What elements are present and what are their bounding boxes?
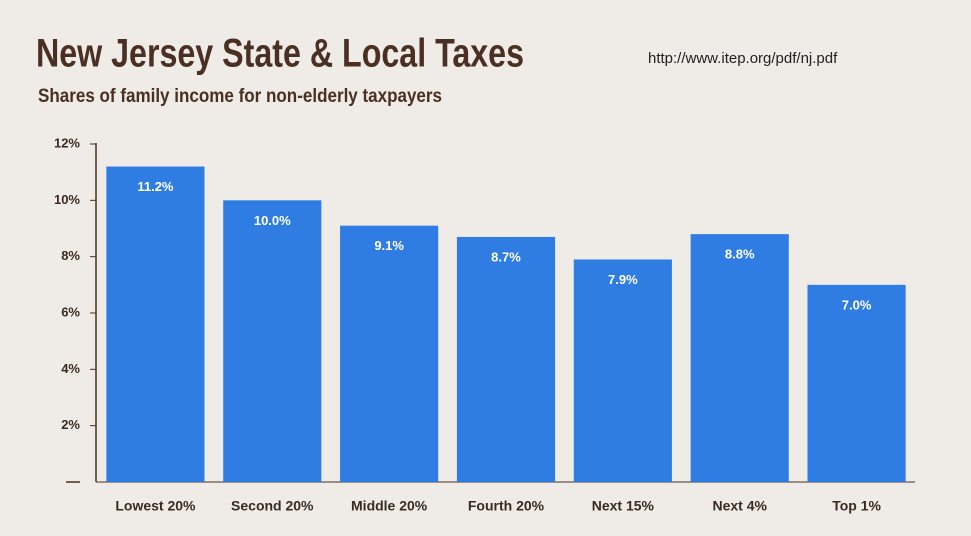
chart-title: New Jersey State & Local Taxes	[36, 32, 524, 76]
source-url: http://www.itep.org/pdf/nj.pdf	[648, 50, 838, 67]
x-tick-label: Middle 20%	[351, 498, 428, 514]
x-tick-label: Top 1%	[832, 498, 881, 514]
y-tick-label: 10%	[54, 192, 80, 207]
y-tick-label: 12%	[54, 135, 80, 150]
value-label: 10.0%	[254, 213, 291, 228]
x-tick-label: Fourth 20%	[468, 498, 545, 514]
y-tick-label: 8%	[61, 248, 80, 263]
bar	[340, 225, 439, 482]
x-tick-label: Lowest 20%	[115, 498, 196, 514]
value-label: 9.1%	[374, 238, 404, 253]
bar	[573, 259, 672, 482]
value-label: 7.9%	[608, 272, 638, 287]
y-tick-label: 2%	[61, 417, 80, 432]
y-tick-label: 4%	[61, 361, 80, 376]
value-label: 8.8%	[725, 247, 755, 262]
bar	[106, 166, 205, 483]
bar	[223, 200, 322, 483]
value-label: 11.2%	[137, 179, 174, 194]
x-tick-label: Next 4%	[712, 498, 767, 514]
x-tick-label: Next 15%	[592, 498, 655, 514]
x-tick-label: Second 20%	[231, 498, 314, 514]
y-tick-label: 6%	[61, 304, 80, 319]
bar	[807, 284, 906, 482]
chart-subtitle: Shares of family income for non-elderly …	[38, 86, 442, 107]
value-label: 7.0%	[842, 297, 872, 312]
value-label: 8.7%	[491, 249, 521, 264]
bar	[690, 234, 789, 482]
bar	[456, 236, 556, 482]
